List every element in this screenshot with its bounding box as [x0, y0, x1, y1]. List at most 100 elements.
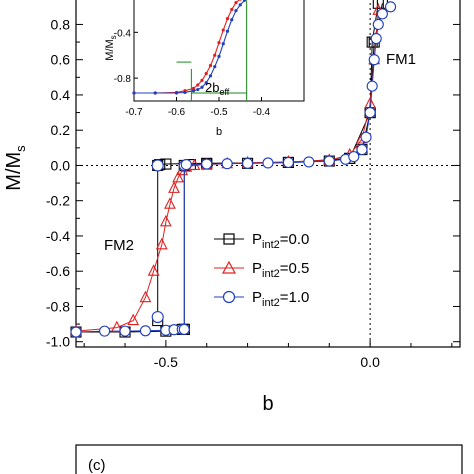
inset-data-point — [225, 17, 230, 21]
inset-y-tick-label: -0.8 — [114, 74, 132, 85]
inset-y-label-sub: s — [109, 35, 118, 39]
inset-data-point — [208, 74, 213, 78]
inset-data-point — [196, 87, 200, 92]
fm2-annotation: FM2 — [104, 237, 134, 254]
inset-data-point — [213, 53, 217, 57]
inset-series-layer — [132, 0, 247, 95]
panel-c-label: (c) — [88, 457, 106, 474]
inset-data-point — [191, 86, 196, 91]
data-point-circle — [372, 18, 384, 30]
inset-data-point — [200, 78, 204, 82]
inset-data-point — [225, 29, 230, 33]
y-tick-label: -0.2 — [46, 193, 70, 209]
y-tick-label: -0.4 — [46, 228, 70, 244]
legend-entry-p10: Pint2=1.0 — [214, 289, 309, 309]
legend-entry-p00: Pint2=0.0 — [214, 231, 309, 251]
y-tick-label: 0.6 — [51, 52, 71, 68]
svg-text:Pint2=1.0: Pint2=1.0 — [252, 289, 309, 309]
x-tick-label: 0.0 — [360, 354, 380, 370]
inset-annotation: 2beff — [205, 80, 230, 97]
inset-data-point — [221, 42, 225, 46]
svg-text:Pint2=0.5: Pint2=0.5 — [252, 260, 309, 280]
legend-marker-circle — [222, 290, 236, 304]
inset-axis-ticks: -0.7 -0.6 -0.5 -0.4 -0.8 -0.4 — [114, 28, 271, 118]
data-point-circle — [242, 157, 254, 169]
y-tick-label: -0.6 — [46, 263, 70, 279]
y-axis-label-sub: s — [13, 145, 28, 152]
inset-x-tick-label: -0.5 — [210, 107, 228, 118]
legend-label-value: =0.0 — [280, 231, 310, 248]
y-tick-label: 0.0 — [51, 157, 71, 173]
inset-x-tick-label: -0.7 — [125, 107, 143, 118]
main-axis-ticks: -1.0 -0.8 -0.6 -0.4 -0.2 0.0 0.2 0.4 0.6 0.8 -0.5 0… — [46, 16, 460, 370]
y-axis-label: M/Ms — [3, 145, 28, 191]
inset-y-label-main: M/M — [104, 39, 116, 60]
legend-label-value: =1.0 — [280, 289, 310, 306]
y-tick-label: -1.0 — [46, 334, 70, 350]
inset-data-point — [204, 71, 208, 76]
data-point-triangle — [110, 320, 123, 333]
inset-data-point — [242, 0, 247, 2]
inset-data-point — [208, 63, 213, 68]
inset-data-point — [230, 7, 234, 12]
inset-data-point — [153, 91, 157, 95]
data-point-triangle — [139, 290, 152, 303]
y-axis-label-main: M/M — [3, 152, 25, 191]
data-point-circle — [370, 32, 382, 45]
data-point-circle — [178, 323, 190, 335]
fm1-annotation: FM1 — [386, 51, 416, 68]
inset-data-point — [234, 8, 238, 13]
data-point-circle — [356, 144, 368, 156]
data-point-circle — [151, 159, 164, 172]
legend-marker-triangle — [221, 260, 237, 274]
legend-label-main: P — [252, 231, 262, 248]
inset-data-point — [200, 85, 204, 89]
main-series-layer — [70, 0, 397, 338]
legend-label-value: =0.5 — [280, 260, 310, 277]
inset-data-point — [132, 91, 136, 95]
inset-data-point — [238, 3, 242, 7]
inset-x-tick-label: -0.4 — [253, 107, 271, 118]
legend-label-sub: int2 — [262, 268, 280, 280]
x-axis-label: b — [262, 393, 273, 415]
data-point-triangle — [168, 181, 180, 193]
legend-entry-p05: Pint2=0.5 — [214, 260, 309, 280]
data-point-triangle — [172, 170, 185, 183]
inset-2beff-bracket — [176, 0, 248, 101]
svg-text:Pint2=0.0: Pint2=0.0 — [252, 231, 309, 251]
inset-y-tick-label: -0.4 — [114, 28, 132, 39]
data-point-triangle — [155, 237, 168, 250]
x-tick-label: -0.5 — [154, 354, 178, 370]
inset-chart: -0.7 -0.6 -0.5 -0.4 -0.8 -0.4 2beff M/Ms b — [104, 0, 305, 138]
legend: Pint2=0.0 Pint2=0.5 Pint2=1.0 — [214, 231, 309, 309]
data-point-circle — [70, 326, 82, 338]
inset-frame — [133, 0, 305, 102]
data-point-circle — [376, 8, 388, 20]
data-point-circle — [364, 107, 376, 119]
y-tick-label: 0.8 — [51, 16, 71, 32]
y-tick-label: 0.4 — [51, 87, 71, 103]
y-tick-label: -0.8 — [46, 298, 70, 314]
inset-data-point — [238, 0, 242, 1]
data-point-triangle — [127, 313, 140, 326]
inset-data-point — [196, 83, 200, 87]
data-point-circle — [366, 80, 378, 92]
inset-data-point — [183, 90, 187, 95]
inset-y-axis-label: M/Ms — [104, 35, 118, 60]
data-point-circle — [262, 157, 274, 169]
legend-label-sub: int2 — [262, 297, 280, 309]
inset-annotation-main: 2b — [205, 80, 219, 95]
svg-text:M/Ms: M/Ms — [104, 35, 118, 60]
data-point-circle — [360, 131, 372, 143]
inset-data-point — [204, 81, 208, 85]
inset-annotation-sub: eff — [219, 87, 229, 97]
y-tick-label: 0.2 — [51, 122, 71, 138]
data-point-circle — [201, 158, 213, 170]
data-point-triangle — [147, 264, 160, 276]
data-point-triangle — [164, 197, 176, 209]
legend-label-main: P — [252, 289, 262, 306]
data-point-triangle — [159, 214, 172, 227]
data-point-circle — [282, 156, 294, 169]
panel-c-frame — [75, 444, 463, 474]
